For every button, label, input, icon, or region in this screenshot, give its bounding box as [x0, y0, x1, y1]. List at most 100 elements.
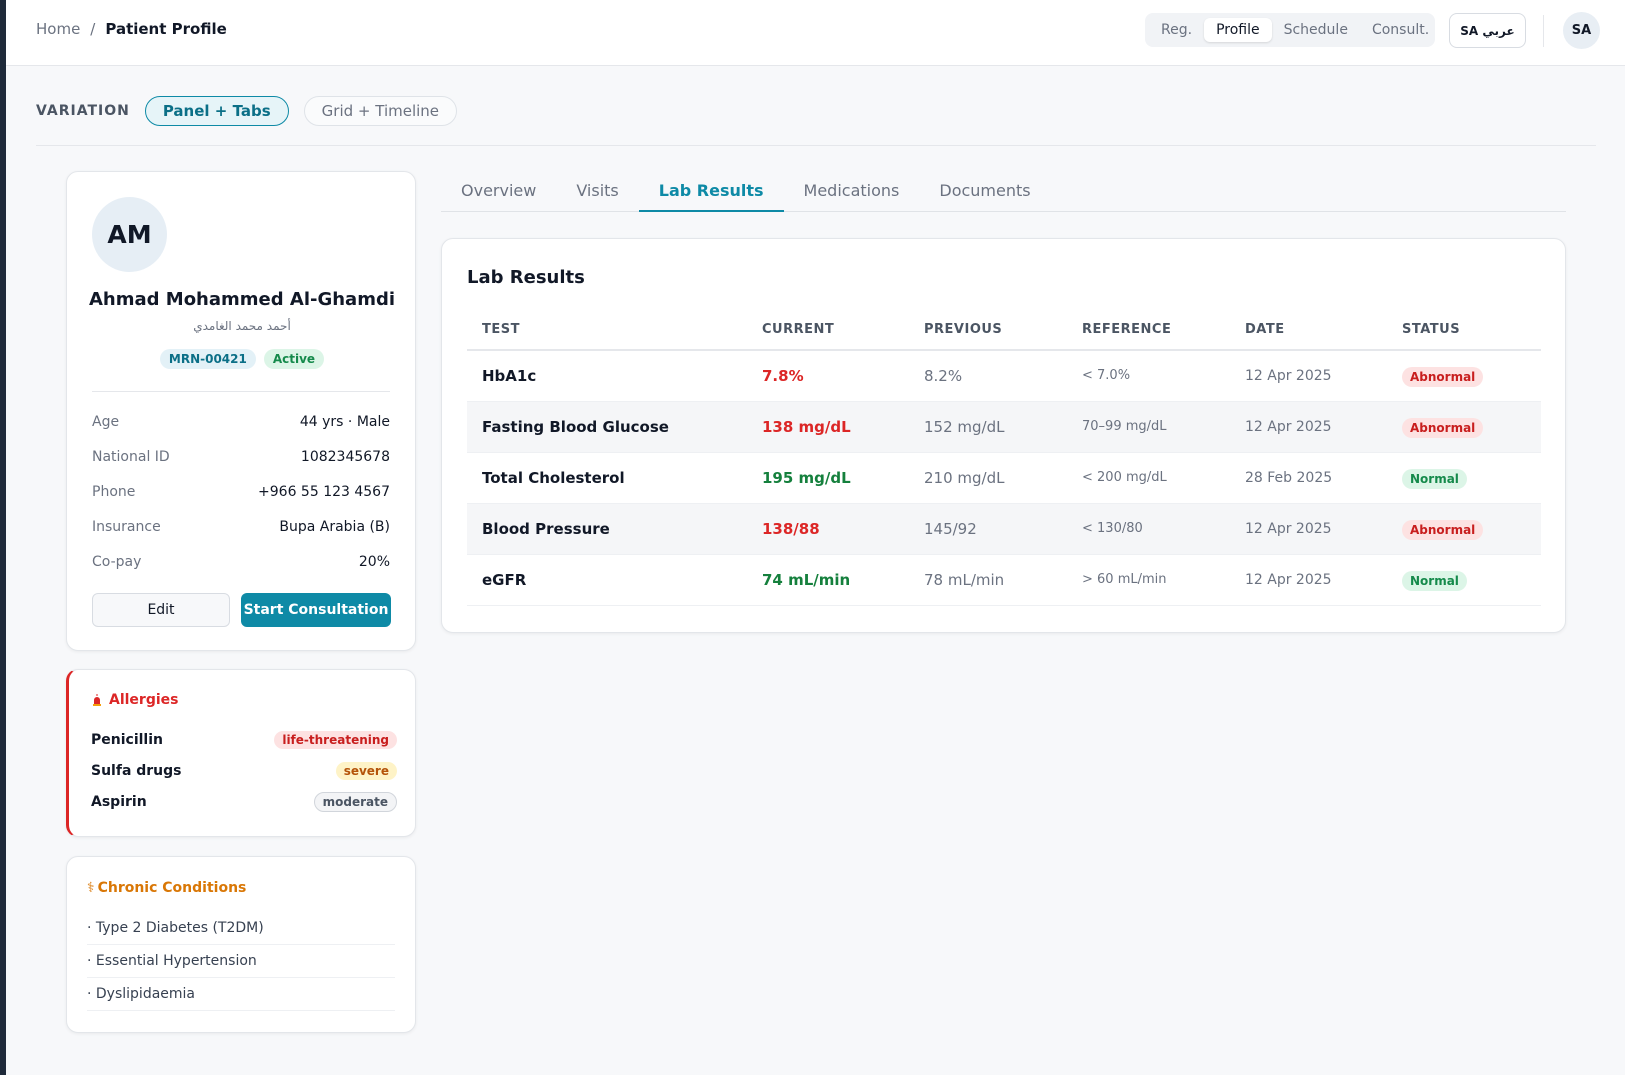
severity-badge: severe — [335, 761, 397, 780]
list-item: Penicillin life-threatening — [91, 724, 397, 755]
tab-overview[interactable]: Overview — [461, 181, 537, 200]
current-value: 138/88 — [747, 503, 909, 555]
info-value: 1082345678 — [300, 448, 390, 465]
test-name: Blood Pressure — [467, 503, 747, 555]
list-item: · Essential Hypertension — [87, 945, 395, 978]
previous-value: 8.2% — [909, 350, 1067, 402]
column-header: PREVIOUS — [909, 310, 1067, 351]
left-rail — [0, 0, 6, 1075]
previous-value: 152 mg/dL — [909, 401, 1067, 453]
previous-value: 210 mg/dL — [909, 452, 1067, 504]
reference-range: < 200 mg/dL — [1067, 452, 1230, 504]
chronic-list: · Type 2 Diabetes (T2DM) · Essential Hyp… — [87, 912, 395, 1011]
list-item: · Type 2 Diabetes (T2DM) — [87, 912, 395, 945]
info-row-insurance: Insurance Bupa Arabia (B) — [92, 509, 390, 544]
result-date: 12 Apr 2025 — [1230, 350, 1387, 402]
previous-value: 145/92 — [909, 503, 1067, 555]
language-toggle-button[interactable]: SA عربي — [1449, 13, 1526, 48]
lab-results-card: Lab Results TEST CURRENT PREVIOUS REFERE… — [441, 238, 1566, 633]
card-divider — [92, 391, 390, 392]
patient-profile-card: AM Ahmad Mohammed Al-Ghamdi أحمد محمد ال… — [66, 171, 416, 651]
test-name: HbA1c — [467, 350, 747, 402]
tab-visits[interactable]: Visits — [576, 181, 619, 200]
lab-results-table: TEST CURRENT PREVIOUS REFERENCE DATE STA… — [467, 310, 1541, 606]
list-item: Sulfa drugs severe — [91, 755, 397, 786]
reference-range: 70–99 mg/dL — [1067, 401, 1230, 453]
table-row: eGFR 74 mL/min 78 mL/min > 60 mL/min 12 … — [467, 554, 1541, 606]
list-item: Aspirin moderate — [91, 786, 397, 817]
section-divider — [36, 145, 1596, 146]
tab-documents[interactable]: Documents — [939, 181, 1031, 200]
siren-icon — [93, 694, 101, 706]
breadcrumb-home-link[interactable]: Home — [36, 20, 81, 38]
info-label: Co-pay — [92, 553, 142, 570]
reference-range: < 130/80 — [1067, 503, 1230, 555]
start-consultation-button[interactable]: Start Consultation — [241, 593, 391, 627]
severity-badge: life-threatening — [274, 730, 397, 749]
severity-badge: moderate — [313, 791, 397, 812]
info-row-copay: Co-pay 20% — [92, 544, 390, 579]
column-header: STATUS — [1387, 310, 1541, 351]
info-value: +966 55 123 4567 — [258, 483, 390, 500]
status-cell: Abnormal — [1387, 503, 1541, 555]
patient-name: Ahmad Mohammed Al-Ghamdi — [88, 289, 396, 310]
variation-option-grid-timeline[interactable]: Grid + Timeline — [303, 96, 458, 126]
chronic-heading: ⚕ Chronic Conditions — [87, 880, 246, 896]
mrn-badge: MRN-00421 — [159, 349, 256, 369]
allergies-heading: Allergies — [91, 692, 178, 708]
status-badge: Normal — [1402, 468, 1467, 489]
nav-item-profile[interactable]: Profile — [1204, 18, 1272, 42]
previous-value: 78 mL/min — [909, 554, 1067, 606]
variation-label: VARIATION — [36, 103, 130, 119]
breadcrumb: Home / Patient Profile — [36, 20, 227, 38]
top-nav: Reg. Profile Schedule Consult. — [1145, 13, 1435, 47]
info-label: Phone — [92, 483, 136, 500]
list-item: · Dyslipidaemia — [87, 978, 395, 1011]
patient-info-list: Age 44 yrs · Male National ID 1082345678… — [92, 404, 390, 579]
info-value: 20% — [358, 553, 390, 570]
breadcrumb-current: Patient Profile — [105, 20, 227, 38]
nav-item-consult[interactable]: Consult. — [1371, 22, 1430, 38]
reference-range: < 7.0% — [1067, 350, 1230, 402]
nav-item-schedule[interactable]: Schedule — [1283, 22, 1348, 38]
info-row-age: Age 44 yrs · Male — [92, 404, 390, 439]
result-date: 12 Apr 2025 — [1230, 503, 1387, 555]
current-value: 7.8% — [747, 350, 909, 402]
column-header: TEST — [467, 310, 747, 351]
table-header-row: TEST CURRENT PREVIOUS REFERENCE DATE STA… — [467, 310, 1541, 351]
tab-lab-results[interactable]: Lab Results — [638, 171, 784, 212]
edit-button[interactable]: Edit — [92, 593, 230, 627]
result-date: 12 Apr 2025 — [1230, 554, 1387, 606]
patient-name-arabic: أحمد محمد الغامدي — [193, 319, 291, 333]
nav-item-reg[interactable]: Reg. — [1161, 22, 1193, 38]
result-date: 12 Apr 2025 — [1230, 401, 1387, 453]
test-name: Fasting Blood Glucose — [467, 401, 747, 453]
allergy-name: Sulfa drugs — [91, 762, 182, 779]
test-name: Total Cholesterol — [467, 452, 747, 504]
breadcrumb-separator: / — [90, 20, 96, 38]
staff-icon: ⚕ — [87, 880, 95, 896]
variation-option-panel-tabs[interactable]: Panel + Tabs — [144, 96, 289, 126]
info-value: Bupa Arabia (B) — [279, 518, 390, 535]
table-row: HbA1c 7.8% 8.2% < 7.0% 12 Apr 2025 Abnor… — [467, 350, 1541, 402]
top-bar: Home / Patient Profile Reg. Profile Sche… — [6, 0, 1625, 66]
allergies-card: Allergies Penicillin life-threatening Su… — [66, 669, 416, 837]
info-label: Insurance — [92, 518, 161, 535]
info-row-phone: Phone +966 55 123 4567 — [92, 474, 390, 509]
patient-badges: MRN-00421 Active — [67, 349, 417, 369]
lab-results-title: Lab Results — [467, 267, 585, 288]
table-row: Blood Pressure 138/88 145/92 < 130/80 12… — [467, 503, 1541, 555]
info-value: 44 yrs · Male — [299, 413, 390, 430]
info-row-national-id: National ID 1082345678 — [92, 439, 390, 474]
info-label: National ID — [92, 448, 170, 465]
table-row: Total Cholesterol 195 mg/dL 210 mg/dL < … — [467, 452, 1541, 504]
user-avatar[interactable]: SA — [1563, 12, 1600, 49]
current-value: 195 mg/dL — [747, 452, 909, 504]
reference-range: > 60 mL/min — [1067, 554, 1230, 606]
current-value: 74 mL/min — [747, 554, 909, 606]
status-cell: Abnormal — [1387, 401, 1541, 453]
status-badge: Normal — [1402, 570, 1467, 591]
tab-medications[interactable]: Medications — [803, 181, 900, 200]
status-cell: Normal — [1387, 554, 1541, 606]
result-date: 28 Feb 2025 — [1230, 452, 1387, 504]
